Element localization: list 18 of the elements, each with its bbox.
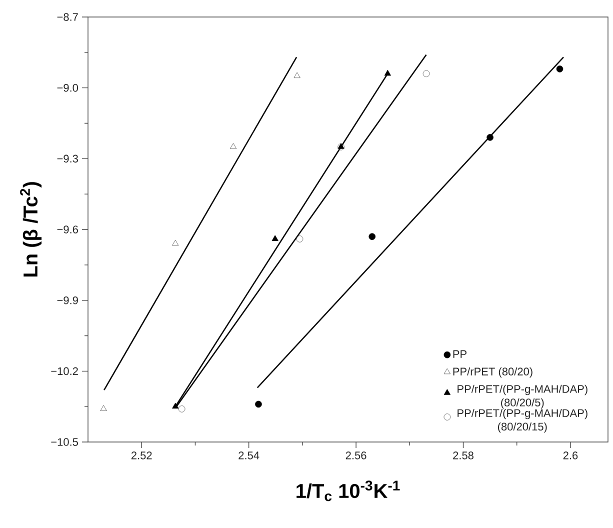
- y-axis-title: Ln (β /Tc$^{2}$): [20, 182, 42, 277]
- y-tick-label: −10.2: [51, 367, 78, 376]
- legend-label: PP/rPET (80/20): [453, 367, 532, 378]
- y-tick-label: −10.5: [51, 438, 78, 446]
- x-tick-label: 2.52: [131, 452, 152, 460]
- y-tick-label: −9.6: [57, 226, 78, 234]
- y-tick-label: −9.3: [57, 154, 78, 163]
- x-tick-label: 2.58: [453, 452, 474, 460]
- legend-label: PP/rPET/(PP-g-MAH/DAP) (80/20/15): [458, 408, 588, 433]
- y-tick-label: −9.0: [57, 84, 78, 92]
- x-tick-label: 2.6: [563, 452, 578, 460]
- legend-label: PP/rPET/(PP-g-MAH/DAP) (80/20/5): [458, 384, 588, 409]
- y-tick-label: −8.7: [57, 13, 78, 21]
- x-tick-label: 2.54: [238, 452, 260, 460]
- x-tick-label: 2.56: [346, 452, 366, 460]
- x-axis-title: 1/T$_{c}$ 10$^{-3}$K$^{-1}$: [296, 480, 400, 502]
- legend-label: PP: [453, 350, 466, 358]
- y-tick-label: −9.9: [57, 296, 78, 304]
